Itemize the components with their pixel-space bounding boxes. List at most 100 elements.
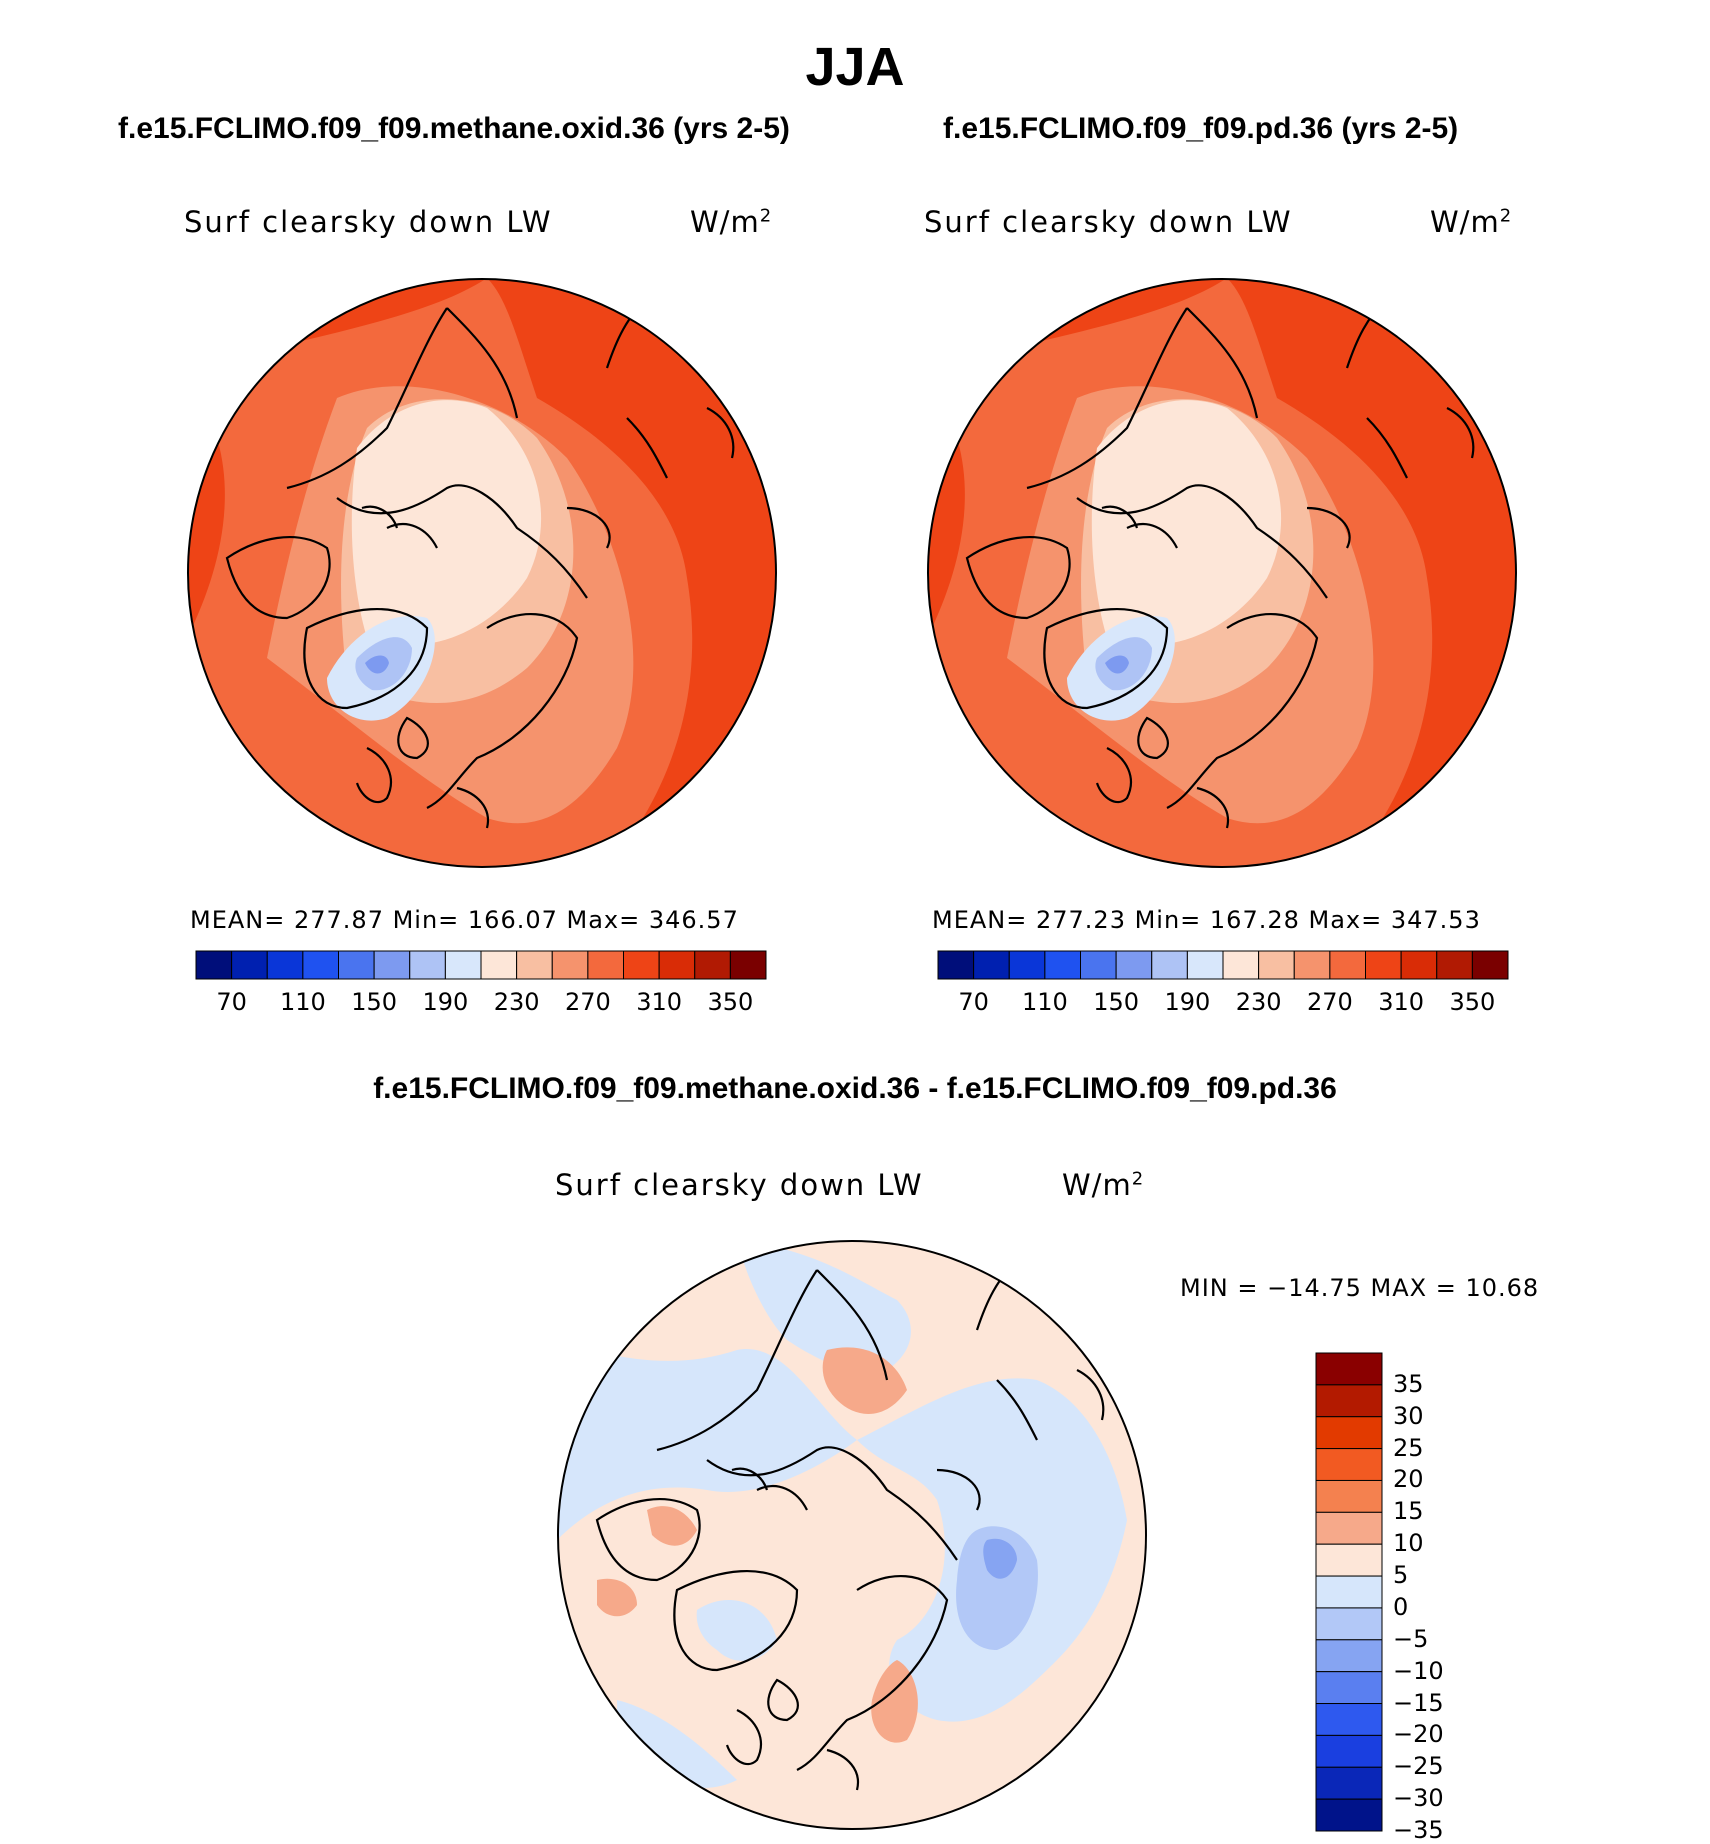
diff-colorbar-label: −20 bbox=[1393, 1720, 1444, 1749]
panel2-case-title: f.e15.FCLIMO.f09_f09.pd.36 (yrs 2-5) bbox=[943, 112, 1459, 145]
panel1-colorbar-label: 350 bbox=[707, 988, 754, 1016]
main-title: JJA bbox=[805, 37, 905, 97]
panel2-colorbar-label: 350 bbox=[1449, 988, 1496, 1016]
diff-colorbar-label: −30 bbox=[1393, 1784, 1444, 1813]
diff-colorbar-box bbox=[1315, 1416, 1383, 1450]
panel1-colorbar-box bbox=[338, 950, 375, 980]
diff-colorbar-box bbox=[1315, 1766, 1383, 1800]
panel2-colorbar-box bbox=[973, 950, 1010, 980]
diff-colorbar-label: 15 bbox=[1393, 1497, 1424, 1526]
diff-colorbar-label: −10 bbox=[1393, 1656, 1444, 1685]
diff-colorbar bbox=[1315, 1352, 1383, 1832]
panel2-colorbar-box bbox=[1400, 950, 1438, 980]
diff-colorbar-label: 35 bbox=[1393, 1369, 1424, 1398]
panel1-colorbar-label: 310 bbox=[636, 988, 683, 1016]
panel1-colorbar-box bbox=[729, 950, 767, 980]
panel1-colorbar-box bbox=[302, 950, 339, 980]
diff-colorbar-labels: 35 30 25 20 15 10 5 0 −5 −10 −15 −20 −25 −30 −35 bbox=[1393, 1352, 1493, 1844]
diff-title: f.e15.FCLIMO.f09_f09.methane.oxid.36 - f… bbox=[373, 1072, 1337, 1105]
panel2-map bbox=[927, 278, 1517, 868]
panel2-colorbar-label: 310 bbox=[1378, 988, 1425, 1016]
diff-colorbar-label: 10 bbox=[1393, 1529, 1424, 1558]
panel2-colorbar-box bbox=[1008, 950, 1046, 980]
panel1-colorbar-box bbox=[551, 950, 589, 980]
panel2-colorbar-label: 110 bbox=[1021, 988, 1068, 1016]
panel1-colorbar-box bbox=[480, 950, 518, 980]
panel1-colorbar-label: 110 bbox=[279, 988, 326, 1016]
diff-map bbox=[557, 1240, 1147, 1830]
panel2-colorbar-box bbox=[1329, 950, 1366, 980]
panel2-colorbar-label: 150 bbox=[1093, 988, 1140, 1016]
diff-colorbar-box bbox=[1315, 1575, 1383, 1609]
panel1-map bbox=[187, 278, 777, 868]
diff-colorbar-label: 5 bbox=[1393, 1561, 1409, 1590]
diff-minmax: MIN = −14.75 MAX = 10.68 bbox=[1180, 1274, 1540, 1302]
diff-colorbar-label: 0 bbox=[1393, 1592, 1409, 1621]
diff-colorbar-box bbox=[1315, 1607, 1383, 1641]
panel2-colorbar-box bbox=[1258, 950, 1295, 980]
diff-colorbar-box bbox=[1315, 1384, 1383, 1418]
panel2-colorbar-box bbox=[1115, 950, 1153, 980]
panel2-colorbar-label: 230 bbox=[1235, 988, 1282, 1016]
panel1-colorbar-box bbox=[623, 950, 660, 980]
diff-colorbar-box bbox=[1315, 1671, 1383, 1705]
diff-colorbar-box bbox=[1315, 1479, 1383, 1513]
panel1-colorbar-box bbox=[658, 950, 696, 980]
diff-colorbar-label: 30 bbox=[1393, 1401, 1424, 1430]
diff-colorbar-box bbox=[1315, 1639, 1383, 1673]
panel1-stats: MEAN= 277.87 Min= 166.07 Max= 346.57 bbox=[190, 906, 739, 934]
panel1-colorbar-box bbox=[516, 950, 553, 980]
panel2-colorbar-box bbox=[1080, 950, 1117, 980]
panel1-colorbar-box bbox=[195, 950, 233, 980]
panel1-colorbar-box bbox=[587, 950, 624, 980]
diff-colorbar-label: −15 bbox=[1393, 1688, 1444, 1717]
panel1-colorbar-box bbox=[231, 950, 268, 980]
panel2-colorbar-box bbox=[1293, 950, 1331, 980]
panel2-units: W/m2 bbox=[1430, 205, 1513, 239]
panel2-colorbar-box bbox=[1186, 950, 1224, 980]
panel2-colorbar-box bbox=[1044, 950, 1081, 980]
panel2-colorbar-label: 270 bbox=[1306, 988, 1353, 1016]
diff-colorbar-box bbox=[1315, 1352, 1383, 1386]
diff-variable: Surf clearsky down LW bbox=[555, 1168, 924, 1202]
diff-colorbar-box bbox=[1315, 1543, 1383, 1577]
diff-colorbar-box bbox=[1315, 1448, 1383, 1481]
panel2-colorbar bbox=[937, 950, 1509, 980]
panel1-colorbar-label: 150 bbox=[351, 988, 398, 1016]
panel2-colorbar-box bbox=[1222, 950, 1260, 980]
panel1-colorbar-box bbox=[409, 950, 446, 980]
panel2-colorbar-label: 190 bbox=[1164, 988, 1211, 1016]
panel1-variable: Surf clearsky down LW bbox=[184, 205, 553, 239]
panel2-colorbar-box bbox=[1151, 950, 1188, 980]
panel2-stats: MEAN= 277.23 Min= 167.28 Max= 347.53 bbox=[932, 906, 1481, 934]
panel1-colorbar-box bbox=[444, 950, 482, 980]
panel2-variable: Surf clearsky down LW bbox=[924, 205, 1293, 239]
panel1-colorbar-labels: 70 110 150 190 230 270 310 350 bbox=[196, 988, 766, 1018]
diff-colorbar-label: 25 bbox=[1393, 1433, 1424, 1462]
panel1-colorbar-label: 70 bbox=[216, 988, 247, 1016]
panel2-colorbar-box bbox=[1471, 950, 1509, 980]
panel1-colorbar-box bbox=[373, 950, 411, 980]
diff-colorbar-label: −35 bbox=[1393, 1816, 1444, 1844]
panel2-colorbar-box bbox=[1436, 950, 1473, 980]
panel1-colorbar-label: 270 bbox=[564, 988, 611, 1016]
panel2-colorbar-labels: 70 110 150 190 230 270 310 350 bbox=[938, 988, 1508, 1018]
panel1-colorbar bbox=[195, 950, 767, 980]
diff-colorbar-label: 20 bbox=[1393, 1465, 1424, 1494]
diff-colorbar-box bbox=[1315, 1734, 1383, 1768]
panel1-colorbar-label: 230 bbox=[493, 988, 540, 1016]
panel1-colorbar-box bbox=[694, 950, 731, 980]
diff-colorbar-box bbox=[1315, 1798, 1383, 1832]
diff-colorbar-box bbox=[1315, 1511, 1383, 1545]
panel1-colorbar-label: 190 bbox=[422, 988, 469, 1016]
diff-colorbar-label: −25 bbox=[1393, 1752, 1444, 1781]
diff-units: W/m2 bbox=[1062, 1168, 1145, 1202]
panel2-colorbar-box bbox=[937, 950, 975, 980]
panel2-colorbar-box bbox=[1365, 950, 1402, 980]
panel1-colorbar-box bbox=[266, 950, 304, 980]
diff-colorbar-label: −5 bbox=[1393, 1624, 1429, 1653]
panel1-units: W/m2 bbox=[690, 205, 773, 239]
panel1-case-title: f.e15.FCLIMO.f09_f09.methane.oxid.36 (yr… bbox=[118, 112, 790, 145]
panel2-colorbar-label: 70 bbox=[958, 988, 989, 1016]
diff-colorbar-box bbox=[1315, 1703, 1383, 1736]
